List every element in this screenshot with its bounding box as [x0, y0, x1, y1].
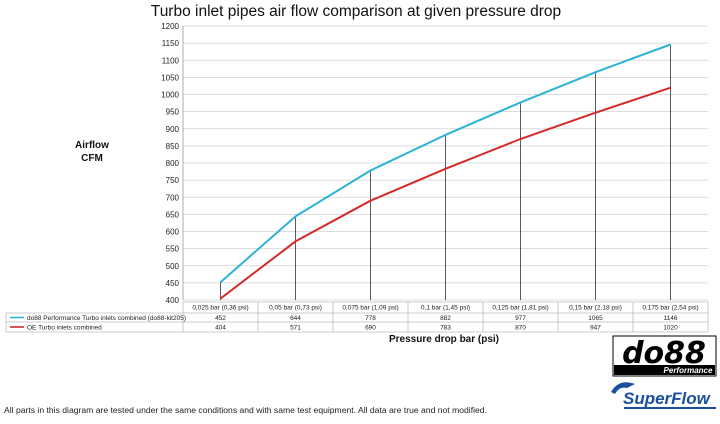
y-tick-label: 550: [166, 245, 180, 254]
x-tick-label: 0,125 bar (1,81 psi): [492, 305, 548, 312]
y-tick-label: 1100: [162, 56, 180, 65]
data-label: 452: [215, 315, 226, 322]
y-tick-label: 700: [166, 193, 180, 202]
x-tick-label: 0,075 bar (1,09 psi): [342, 305, 398, 312]
chart-title: Turbo inlet pipes air flow comparison at…: [151, 3, 561, 20]
superflow-logo: SuperFlow: [611, 382, 716, 409]
series-lines: [219, 43, 671, 300]
do88-logo: do88 Performance: [612, 335, 717, 377]
y-tick-label: 1000: [161, 91, 179, 100]
y-tick-label: 900: [166, 125, 180, 134]
y-tick-label: 1150: [162, 39, 180, 48]
y-tick-label: 400: [166, 296, 180, 305]
x-tick-label: 0,05 bar (0,73 psi): [269, 305, 322, 312]
x-tick-label: 0,15 bar (2,18 psi): [569, 305, 622, 312]
do88-logo-subtext: Performance: [664, 366, 713, 375]
drop-lines: [220, 44, 671, 300]
y-tick-label: 800: [166, 159, 180, 168]
series-line: [219, 86, 671, 300]
grid: [182, 25, 708, 301]
data-label: 571: [290, 324, 301, 331]
x-tick-label: 0,1 bar (1,45 psi): [421, 305, 470, 312]
y-axis-title-line-1: Airflow: [75, 140, 109, 151]
y-axis: 400 450 500 550 600 650 700 750 800 850 900 950 1000…: [161, 22, 179, 305]
y-tick-label: 500: [166, 262, 180, 271]
y-tick-label: 950: [166, 108, 180, 117]
footer-note: All parts in this diagram are tested und…: [4, 405, 487, 415]
data-label: 404: [215, 324, 226, 331]
data-label: 977: [515, 315, 526, 322]
data-table: 0,025 bar (0,36 psi) 0,05 bar (0,73 psi) 0…: [5, 301, 709, 333]
y-tick-label: 650: [166, 210, 180, 219]
data-label: 947: [590, 324, 601, 331]
legend-entry: do88 Performance Turbo inlets combined (…: [27, 315, 186, 322]
x-tick-label: 0,025 bar (0,36 psi): [192, 305, 248, 312]
data-label: 783: [440, 324, 451, 331]
y-tick-label: 600: [166, 228, 180, 237]
y-tick-label: 450: [166, 279, 180, 288]
x-axis-title: Pressure drop bar (psi): [389, 334, 499, 345]
data-label: 1020: [663, 324, 678, 331]
y-tick-label: 750: [166, 176, 180, 185]
data-label: 870: [515, 324, 526, 331]
data-label: 1065: [588, 315, 603, 322]
data-label: 690: [365, 324, 376, 331]
legend-entry: OE Turbo inlets combined: [27, 324, 102, 331]
data-label: 778: [365, 315, 376, 322]
y-tick-label: 850: [166, 142, 180, 151]
x-tick-label: 0,175 bar (2,54 psi): [642, 305, 698, 312]
y-tick-label: 1200: [161, 22, 179, 31]
data-label: 882: [440, 315, 451, 322]
superflow-logo-text: SuperFlow: [623, 389, 712, 408]
y-axis-title-line-2: CFM: [81, 153, 103, 164]
series-line: [219, 43, 671, 283]
y-tick-label: 1050: [161, 73, 179, 82]
data-label: 1146: [664, 315, 678, 322]
data-label: 644: [290, 315, 301, 322]
